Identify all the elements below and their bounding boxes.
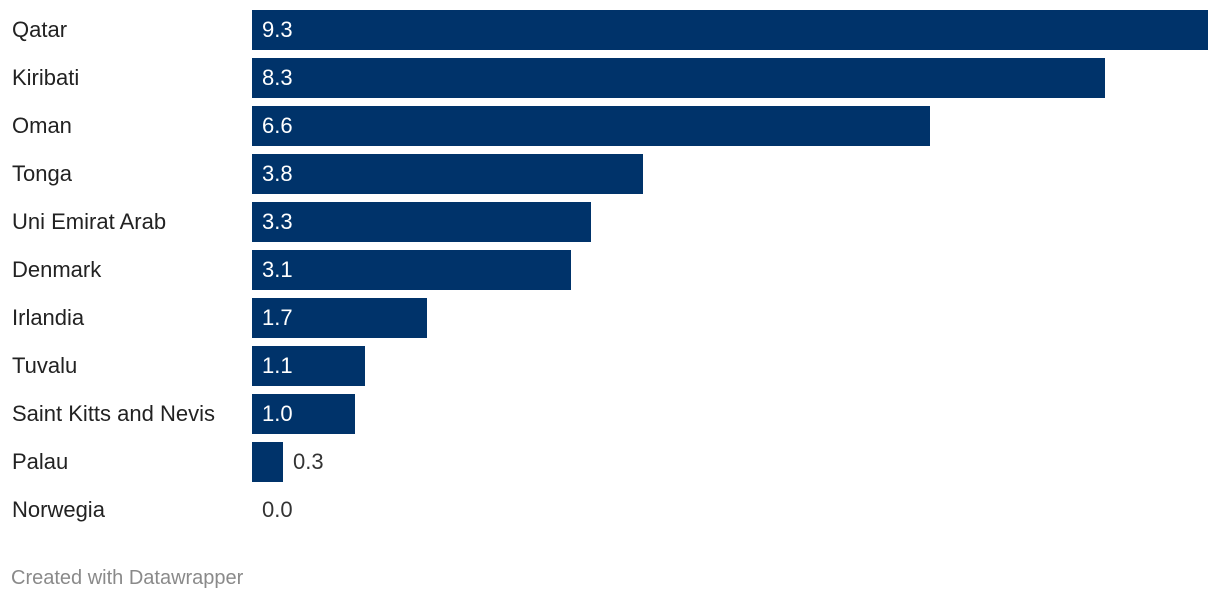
category-label: Qatar — [12, 17, 68, 42]
value-label: 3.3 — [262, 209, 293, 234]
bar — [252, 394, 355, 434]
bar — [252, 298, 427, 338]
bar — [252, 346, 365, 386]
value-label: 8.3 — [262, 65, 293, 90]
category-label: Norwegia — [12, 497, 105, 522]
value-label: 0.3 — [293, 449, 324, 474]
bar — [252, 10, 1208, 50]
value-label: 6.6 — [262, 113, 293, 138]
bar — [252, 106, 930, 146]
value-label: 3.1 — [262, 257, 293, 282]
category-label: Uni Emirat Arab — [12, 209, 167, 234]
category-label: Irlandia — [12, 305, 85, 330]
bar — [252, 250, 571, 290]
category-label: Denmark — [12, 257, 102, 282]
bar — [252, 58, 1105, 98]
category-label: Oman — [12, 113, 72, 138]
value-label: 1.0 — [262, 401, 293, 426]
value-label: 3.8 — [262, 161, 293, 186]
value-label: 9.3 — [262, 17, 293, 42]
bar — [252, 154, 643, 194]
value-label: 0.0 — [262, 497, 293, 522]
category-label: Tonga — [12, 161, 72, 186]
bar — [252, 442, 283, 482]
bar-chart: Qatar 9.3 Kiribati 8.3 Oman 6.6 Tonga 3.8 Uni Em… — [12, 10, 1208, 522]
value-label: 1.7 — [262, 305, 293, 330]
category-label: Palau — [12, 449, 69, 474]
category-label: Saint Kitts and Nevis — [12, 401, 215, 426]
category-label: Tuvalu — [12, 353, 78, 378]
datawrapper-credit[interactable]: Created with Datawrapper — [11, 567, 244, 589]
bar — [252, 202, 591, 242]
category-label: Kiribati — [12, 65, 80, 90]
value-label: 1.1 — [262, 353, 293, 378]
